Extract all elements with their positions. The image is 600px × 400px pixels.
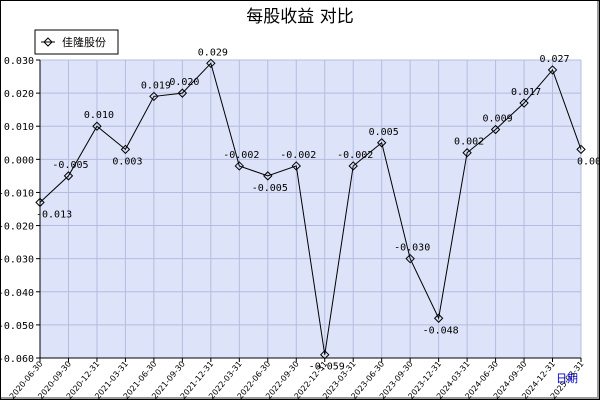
data-label: 0.020 <box>169 77 199 88</box>
data-label: 0.009 <box>483 114 513 125</box>
y-tick-label: -0.040 <box>0 288 34 299</box>
data-label: 0.005 <box>369 127 399 138</box>
data-label: -0.013 <box>36 209 72 220</box>
chart-title: 每股收益 对比 <box>246 7 353 27</box>
axes <box>39 60 581 359</box>
data-point <box>177 88 188 98</box>
data-point <box>547 65 558 75</box>
y-tick-label: 0.020 <box>4 89 34 100</box>
y-tick-label: 0.010 <box>4 122 34 133</box>
data-point <box>149 91 159 102</box>
data-points <box>35 58 586 360</box>
data-point <box>63 171 74 181</box>
legend-diamond-icon <box>43 37 53 47</box>
data-point <box>320 349 330 360</box>
data-label: -0.005 <box>252 183 288 194</box>
y-tick-label: -0.030 <box>0 255 34 266</box>
data-point <box>490 124 501 135</box>
data-point <box>263 171 273 181</box>
x-axis-label: 日期 <box>556 372 578 385</box>
x-axis-ticks: 2020-06-302020-09-302020-12-312021-03-31… <box>8 358 586 400</box>
series-lines <box>39 62 582 355</box>
data-point <box>92 121 102 131</box>
data-point <box>433 313 444 323</box>
y-tick-label: -0.050 <box>0 321 34 332</box>
data-label: -0.002 <box>223 150 259 161</box>
data-label: 0.010 <box>84 110 114 121</box>
legend: 佳隆股份 <box>34 29 119 55</box>
data-point <box>35 197 45 208</box>
data-label: -0.030 <box>394 243 430 254</box>
data-point <box>291 161 301 171</box>
data-point <box>519 98 529 108</box>
y-axis-ticks: 0.030 0.020 0.010 0.000 -0.010 -0.020 -0.030 -0… <box>0 56 40 365</box>
data-label: 0.027 <box>539 54 569 65</box>
data-label: 0.029 <box>198 47 228 58</box>
data-point <box>348 161 358 171</box>
data-label: -0.059 <box>309 362 345 373</box>
y-tick-label: 0.030 <box>4 56 34 67</box>
data-point <box>206 58 216 69</box>
y-tick-label: -0.010 <box>0 188 34 199</box>
data-label: 0.017 <box>511 87 541 98</box>
series-line <box>39 62 582 355</box>
data-point <box>576 144 586 155</box>
data-point <box>462 148 472 158</box>
legend-series-name: 佳隆股份 <box>62 35 106 49</box>
data-label: 0.002 <box>454 137 484 148</box>
data-label: 0.003 <box>577 156 600 167</box>
data-label: -0.005 <box>52 160 88 171</box>
data-label: -0.002 <box>280 150 316 161</box>
y-tick-label: -0.020 <box>0 222 34 233</box>
plot-area <box>40 60 581 358</box>
data-point <box>120 144 131 155</box>
data-point <box>234 161 245 171</box>
data-label: 0.003 <box>112 156 142 167</box>
data-label: 0.019 <box>141 80 171 91</box>
data-point <box>405 253 415 264</box>
data-point <box>376 138 387 148</box>
y-tick-label: -0.060 <box>0 354 34 365</box>
data-label: -0.048 <box>423 325 459 336</box>
y-tick-label: 0.000 <box>4 155 34 166</box>
data-label: -0.002 <box>337 150 373 161</box>
